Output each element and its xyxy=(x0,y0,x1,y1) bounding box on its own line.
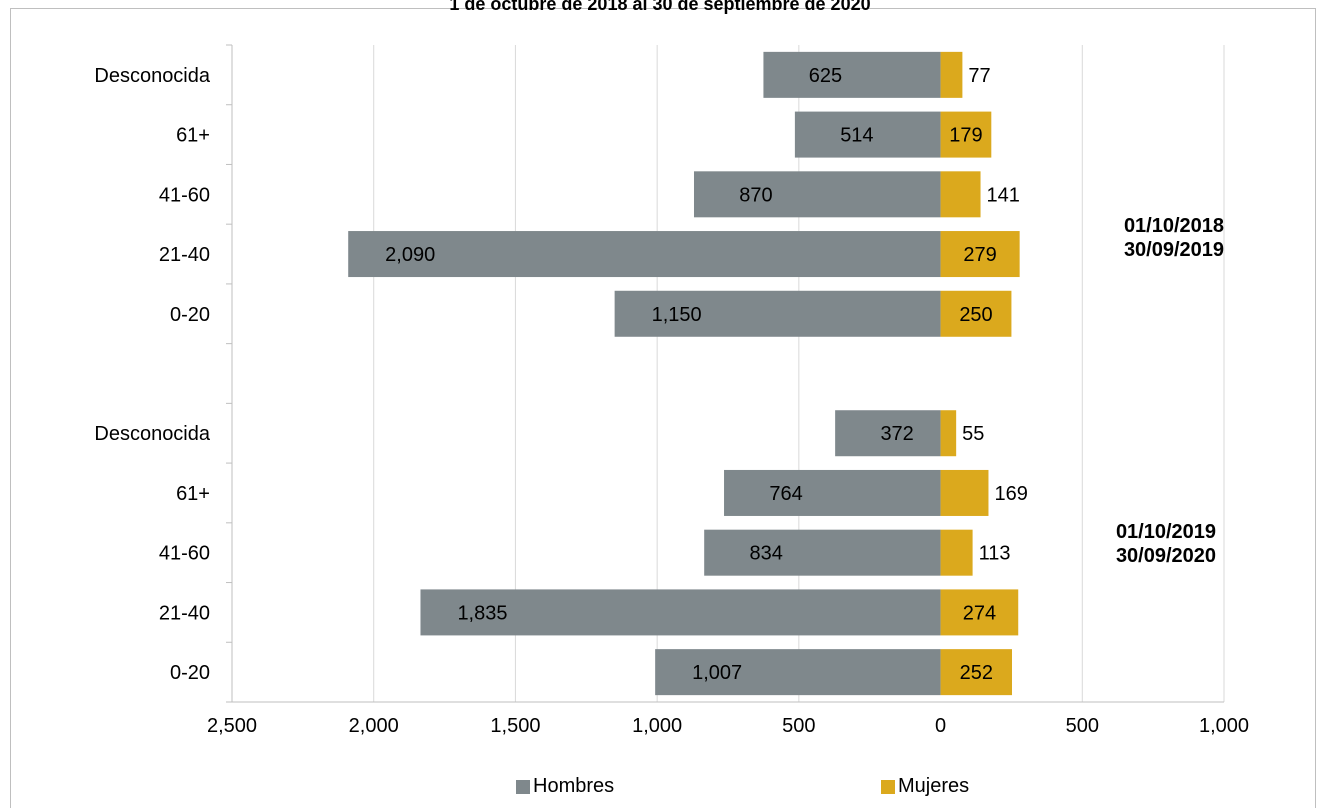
bar-mujeres xyxy=(940,111,992,158)
data-label-hombres: 2,090 xyxy=(385,244,435,266)
data-label-mujeres: 274 xyxy=(963,602,996,624)
bar-mujeres xyxy=(940,51,963,98)
data-label-mujeres: 169 xyxy=(994,483,1027,505)
bar-mujeres xyxy=(940,649,1012,696)
data-label-mujeres: 179 xyxy=(949,125,982,147)
period-label-1: 01/10/2018 30/09/2019 xyxy=(1084,214,1264,262)
category-label: 61+ xyxy=(176,483,210,505)
data-label-hombres: 625 xyxy=(809,65,842,87)
bar-hombres xyxy=(693,171,941,218)
bar-hombres xyxy=(724,469,941,516)
category-label: 41-60 xyxy=(159,184,210,206)
data-label-hombres: 514 xyxy=(840,125,873,147)
x-tick-label: 1,000 xyxy=(1199,715,1249,737)
category-label: 21-40 xyxy=(159,244,210,266)
data-label-mujeres: 279 xyxy=(963,244,996,266)
bar-hombres xyxy=(763,51,941,98)
legend-label-hombres: Hombres xyxy=(533,775,615,797)
category-label: 61+ xyxy=(176,125,210,147)
bar-mujeres xyxy=(940,410,957,457)
x-tick-label: 0 xyxy=(935,715,946,737)
bar-mujeres xyxy=(940,231,1020,278)
x-tick-label: 1,000 xyxy=(632,715,682,737)
x-tick-label: 500 xyxy=(1066,715,1099,737)
bar-mujeres xyxy=(940,290,1012,337)
category-label: Desconocida xyxy=(94,423,211,445)
category-label: 21-40 xyxy=(159,602,210,624)
chart-frame xyxy=(10,8,1316,808)
chart-title: 1 de octubre de 2018 al 30 de septiembre… xyxy=(449,0,871,14)
period-2-start: 01/10/2019 xyxy=(1115,521,1217,543)
data-label-hombres: 1,007 xyxy=(692,662,742,684)
legend-mujeres: Mujeres xyxy=(881,775,969,798)
bar-hombres xyxy=(835,410,941,457)
data-label-hombres: 870 xyxy=(739,184,772,206)
bar-hombres xyxy=(655,649,941,696)
data-label-mujeres: 141 xyxy=(987,184,1020,206)
bar-mujeres xyxy=(940,529,973,576)
bar-hombres xyxy=(348,231,941,278)
data-label-mujeres: 250 xyxy=(959,304,992,326)
category-label: Desconocida xyxy=(94,65,211,87)
data-label-mujeres: 252 xyxy=(960,662,993,684)
category-label: 0-20 xyxy=(170,304,210,326)
data-label-hombres: 1,150 xyxy=(652,304,702,326)
bar-mujeres xyxy=(940,589,1019,636)
legend-label-mujeres: Mujeres xyxy=(898,775,970,797)
x-tick-label: 2,000 xyxy=(349,715,399,737)
x-tick-label: 500 xyxy=(782,715,815,737)
period-1-end: 30/09/2019 xyxy=(1123,239,1225,261)
data-label-mujeres: 55 xyxy=(962,423,984,445)
period-2-end: 30/09/2020 xyxy=(1115,545,1217,567)
legend-hombres: Hombres xyxy=(516,775,614,798)
data-label-hombres: 764 xyxy=(769,483,802,505)
category-label: 41-60 xyxy=(159,543,210,565)
x-tick-label: 1,500 xyxy=(490,715,540,737)
data-label-hombres: 834 xyxy=(750,543,783,565)
legend-swatch-hombres xyxy=(516,779,530,794)
period-1-start: 01/10/2018 xyxy=(1123,215,1225,237)
data-label-hombres: 1,835 xyxy=(457,602,507,624)
legend-swatch-mujeres xyxy=(881,779,895,794)
bar-hombres xyxy=(794,111,941,158)
data-label-mujeres: 77 xyxy=(968,65,990,87)
bar-hombres xyxy=(614,290,941,337)
bar-mujeres xyxy=(940,171,981,218)
data-label-hombres: 372 xyxy=(880,423,913,445)
bar-mujeres xyxy=(940,469,989,516)
data-label-mujeres: 113 xyxy=(979,543,1011,565)
period-label-2: 01/10/2019 30/09/2020 xyxy=(1076,520,1256,568)
bar-hombres xyxy=(704,529,941,576)
category-label: 0-20 xyxy=(170,662,210,684)
bar-hombres xyxy=(420,589,941,636)
x-tick-label: 2,500 xyxy=(207,715,257,737)
